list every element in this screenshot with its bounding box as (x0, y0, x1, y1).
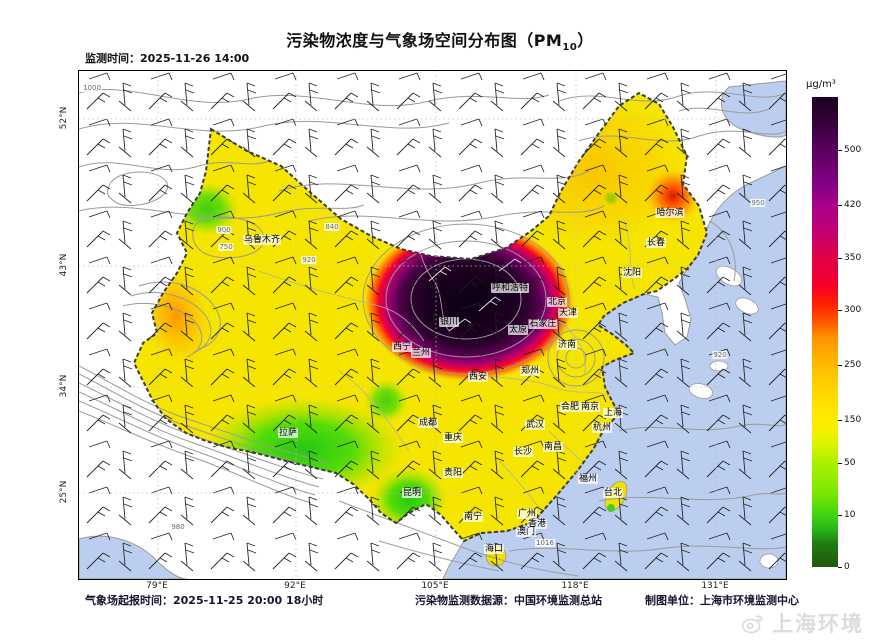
colorbar-tick-label: 50 (838, 458, 855, 468)
longitude-tick-label: 105°E (421, 581, 449, 591)
latitude-tick-label: 25°N (59, 480, 69, 504)
data-source-label: 污染物监测数据源：中国环境监测总站 (415, 594, 602, 607)
graticule (79, 71, 786, 579)
longitude-tick-label: 79°E (146, 581, 168, 591)
monitor-time-label: 监测时间：2025-11-26 14:00 (85, 52, 250, 65)
colorbar-tick-label: 10 (838, 510, 855, 520)
colorbar-tick-label: 0 (838, 562, 850, 572)
wind-barbs (79, 71, 786, 579)
colorbar-tick-label: 250 (838, 360, 861, 370)
latitude-tick-label: 34°N (59, 374, 69, 398)
colorbar-tick-label: 150 (838, 415, 861, 425)
colorbar-gradient (812, 97, 838, 567)
colorbar-tick-label: 300 (838, 305, 861, 315)
weather-map-svg (79, 71, 786, 579)
latitude-tick-label: 43°N (59, 253, 69, 277)
page-title: 污染物浓度与气象场空间分布图（PM10） (286, 31, 594, 54)
colorbar-tick-label: 500 (838, 145, 861, 155)
colorbar-ticks: 500 420 350 300 250 150 50 10 0 (838, 97, 878, 572)
colorbar-tick-label: 350 (838, 253, 861, 263)
watermark-text: 上海环境 (772, 612, 864, 636)
longitude-tick-label: 118°E (561, 581, 589, 591)
weibo-logo-icon (741, 615, 763, 634)
longitude-tick-label: 131°E (701, 581, 729, 591)
longitude-tick-label: 92°E (284, 581, 306, 591)
colorbar-unit-label: µg/m³ (806, 79, 836, 90)
latitude-tick-label: 52°N (59, 106, 69, 130)
colorbar-tick-label: 420 (838, 200, 861, 210)
forecast-time-label: 气象场起报时间：2025-11-25 20:00 18小时 (85, 594, 324, 607)
watermark: 上海环境 (740, 608, 864, 638)
producer-label: 制图单位：上海市环境监测中心 (645, 594, 799, 607)
title-subscript: 10 (562, 42, 578, 54)
map-canvas (78, 70, 787, 580)
